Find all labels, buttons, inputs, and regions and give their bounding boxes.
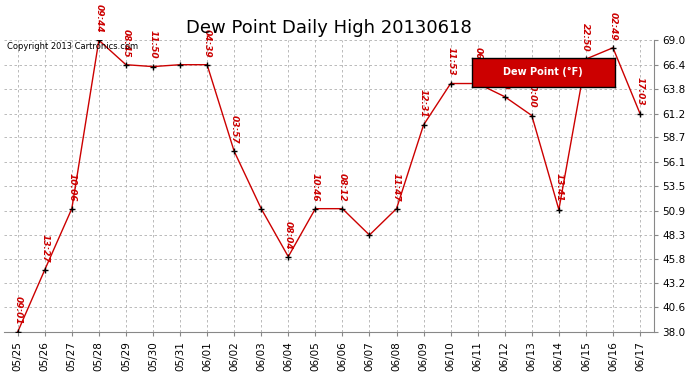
Text: 22:50: 22:50: [582, 23, 591, 51]
Text: 08:45: 08:45: [121, 28, 130, 57]
Text: 06:45: 06:45: [473, 47, 482, 76]
Text: 13:27: 13:27: [40, 234, 49, 262]
Text: 10:46: 10:46: [310, 172, 320, 201]
Text: 02:49: 02:49: [609, 12, 618, 40]
Text: 03:57: 03:57: [230, 115, 239, 144]
Text: 08:12: 08:12: [338, 172, 347, 201]
Text: 04:39: 04:39: [203, 28, 212, 57]
Text: 09:44: 09:44: [95, 4, 103, 33]
Title: Dew Point Daily High 20130618: Dew Point Daily High 20130618: [186, 19, 472, 37]
Text: 00:00: 00:00: [527, 80, 536, 108]
Text: 08:04: 08:04: [284, 220, 293, 249]
Text: 01:40: 01:40: [500, 60, 509, 89]
Text: 09:01: 09:01: [13, 296, 22, 324]
Text: 11:50: 11:50: [148, 30, 157, 59]
Text: 10:06: 10:06: [68, 172, 77, 201]
Text: Copyright 2013 Cartronics.com: Copyright 2013 Cartronics.com: [8, 42, 139, 51]
Text: 12:31: 12:31: [419, 89, 428, 117]
Text: 11:47: 11:47: [392, 172, 401, 201]
Text: 13:41: 13:41: [554, 174, 563, 202]
Text: 17:03: 17:03: [635, 78, 644, 106]
Text: 11:53: 11:53: [446, 47, 455, 76]
